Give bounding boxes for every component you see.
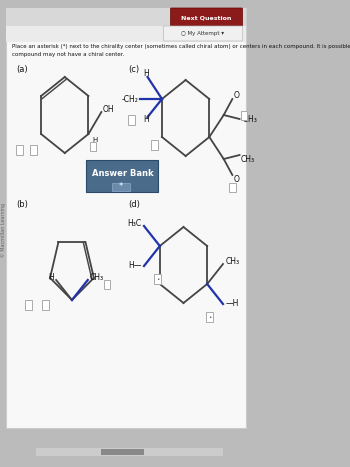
Text: O: O — [234, 91, 240, 99]
FancyBboxPatch shape — [170, 8, 243, 26]
Bar — [36, 448, 223, 456]
Text: OH: OH — [103, 105, 114, 113]
Text: -CH₃: -CH₃ — [241, 114, 258, 123]
Text: (d): (d) — [128, 200, 140, 209]
Text: Next Question: Next Question — [181, 15, 232, 20]
Bar — [16, 145, 23, 155]
Text: ○ My Attempt ▾: ○ My Attempt ▾ — [181, 31, 224, 36]
Text: (b): (b) — [16, 200, 28, 209]
Bar — [25, 300, 33, 310]
Bar — [230, 183, 236, 192]
Text: —H: —H — [225, 299, 239, 309]
Bar — [104, 280, 110, 289]
Text: CH₃: CH₃ — [241, 155, 255, 163]
Bar — [154, 274, 161, 284]
Text: Place an asterisk (*) next to the chirality center (sometimes called chiral atom: Place an asterisk (*) next to the chiral… — [12, 44, 350, 49]
Text: H: H — [92, 137, 97, 143]
Bar — [151, 140, 158, 150]
Text: CH₃: CH₃ — [225, 257, 239, 267]
Text: O: O — [234, 175, 240, 184]
Bar — [128, 115, 135, 125]
FancyBboxPatch shape — [86, 160, 158, 192]
Text: H: H — [143, 114, 149, 123]
Bar — [6, 26, 246, 42]
Text: Answer Bank: Answer Bank — [91, 170, 153, 178]
Bar — [101, 449, 144, 455]
Bar — [30, 145, 37, 155]
Bar — [206, 312, 213, 322]
Text: *: * — [119, 183, 123, 191]
Bar — [6, 8, 246, 26]
Bar — [241, 111, 247, 120]
Text: (a): (a) — [16, 65, 27, 74]
Text: H: H — [48, 274, 54, 283]
Text: (c): (c) — [128, 65, 139, 74]
Bar — [6, 8, 246, 428]
Bar — [112, 183, 130, 191]
Text: CH₃: CH₃ — [89, 274, 103, 283]
Bar — [90, 142, 96, 151]
Text: •: • — [156, 276, 159, 282]
FancyBboxPatch shape — [163, 26, 243, 41]
Text: compound may not have a chiral center.: compound may not have a chiral center. — [12, 52, 124, 57]
Text: © Macmillan Learning: © Macmillan Learning — [0, 203, 6, 257]
Text: -CH₂: -CH₂ — [122, 94, 139, 104]
Text: H: H — [143, 70, 149, 78]
Text: H₃C: H₃C — [128, 219, 142, 228]
Bar — [42, 300, 49, 310]
Text: •: • — [208, 314, 211, 319]
Text: H—: H— — [128, 262, 142, 270]
